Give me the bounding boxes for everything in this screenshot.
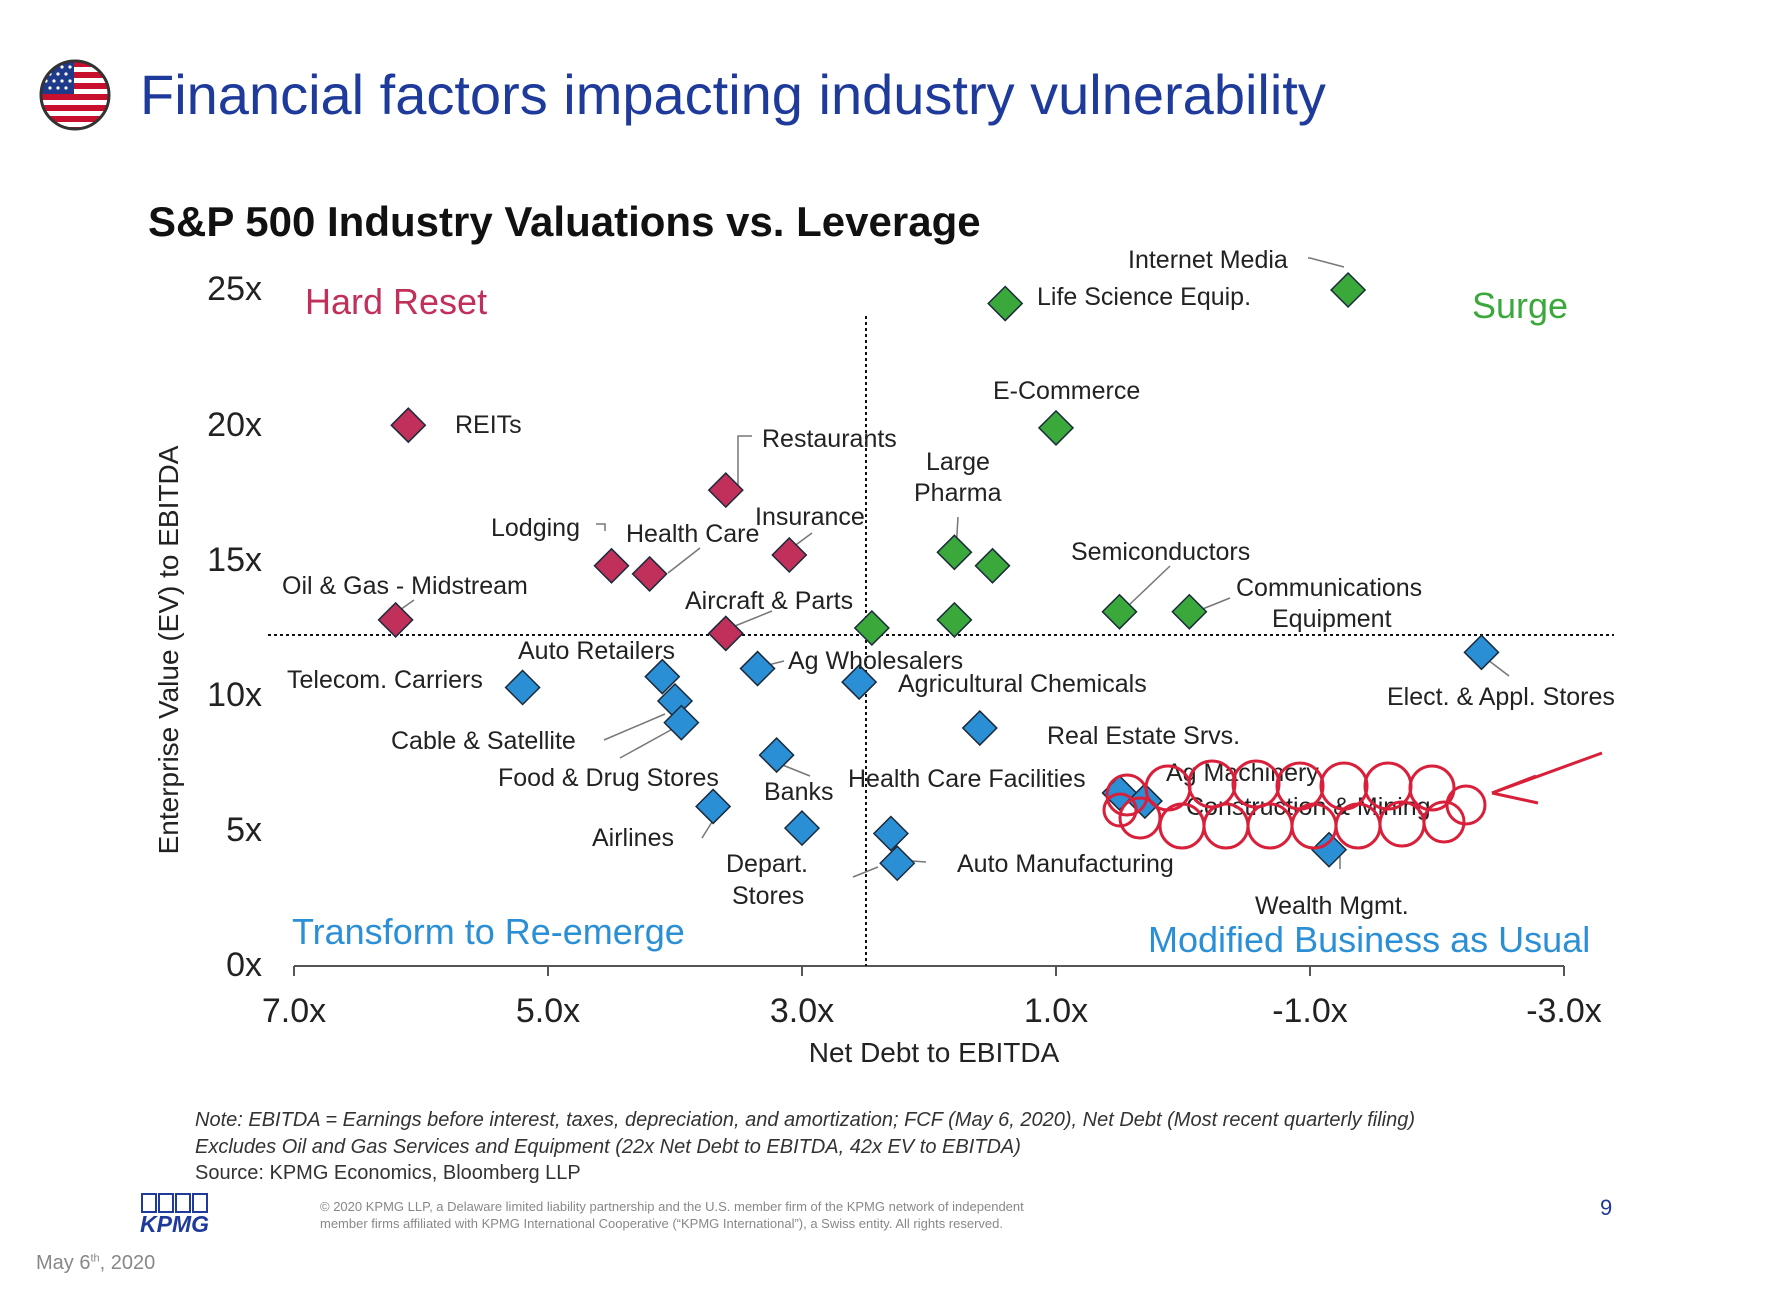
quadrant-label-surge: Surge [1472, 285, 1568, 326]
data-point-marker [961, 709, 998, 747]
point-label: Equipment [1272, 605, 1392, 633]
point-label: E-Commerce [993, 377, 1140, 405]
data-point-marker [841, 664, 878, 701]
kpmg-logo: KPMG [140, 1192, 212, 1237]
x-axis [293, 965, 1565, 976]
data-point-marker [758, 737, 795, 774]
data-point-marker [771, 536, 808, 574]
point-label: Aircraft & Parts [685, 587, 853, 615]
data-point-marker [707, 615, 744, 652]
red-arrow-annotation [1491, 751, 1603, 805]
data-point-marker [1463, 634, 1500, 671]
data-point-marker [872, 815, 909, 852]
note-line-1: Note: EBITDA = Earnings before interest,… [195, 1109, 1415, 1131]
legal-line-2: member firms affiliated with KPMG Intern… [320, 1216, 1004, 1231]
slide-date: May 6th, 2020 [36, 1252, 156, 1274]
data-point-marker [987, 285, 1024, 322]
point-label: Ag Wholesalers [788, 647, 963, 675]
data-point-marker [1171, 593, 1208, 630]
point-label: Real Estate Srvs. [1047, 722, 1240, 750]
point-label: Auto Retailers [518, 637, 675, 665]
data-point-marker [644, 658, 681, 695]
data-point-marker [1037, 409, 1075, 446]
x-tick-label: -1.0x [1272, 992, 1348, 1030]
x-tick-label: 5.0x [516, 992, 580, 1030]
x-tick-label: -3.0x [1526, 992, 1602, 1030]
data-point-marker [631, 555, 668, 592]
quadrant-label-modified: Modified Business as Usual [1148, 919, 1590, 960]
source-line: Source: KPMG Economics, Bloomberg LLP [195, 1162, 581, 1184]
point-labels: REITs Restaurants Lodging Health Care In… [282, 246, 1615, 920]
y-tick-label: 15x [207, 541, 262, 579]
point-label: Internet Media [1128, 246, 1288, 274]
data-point-marker [593, 547, 630, 584]
data-point-marker [1310, 831, 1348, 868]
y-tick-label: 25x [207, 270, 262, 308]
point-label: Pharma [914, 479, 1002, 507]
point-label: Life Science Equip. [1037, 283, 1251, 311]
slide-title: Financial factors impacting industry vul… [140, 63, 1326, 126]
page-number: 9 [1600, 1195, 1613, 1220]
data-point-marker [707, 472, 744, 509]
chart-title: S&P 500 Industry Valuations vs. Leverage [148, 198, 981, 245]
point-label: Large [926, 448, 990, 476]
y-tick-label: 10x [207, 676, 262, 714]
point-label: Telecom. Carriers [287, 666, 483, 694]
data-point-marker [377, 601, 414, 638]
quadrant-label-hard-reset: Hard Reset [305, 281, 487, 322]
point-label: Depart. [726, 850, 808, 878]
point-label: Auto Manufacturing [957, 850, 1174, 878]
data-point-marker [853, 609, 890, 647]
point-label: Lodging [491, 514, 580, 542]
data-point-marker [739, 650, 776, 687]
y-tick-label: 5x [226, 811, 262, 849]
point-label: Banks [764, 778, 833, 806]
point-label: Agricultural Chemicals [898, 670, 1147, 698]
svg-text:KPMG: KPMG [140, 1211, 209, 1234]
data-point-marker [974, 547, 1011, 584]
data-point-marker [390, 407, 427, 444]
y-tick-label: 20x [207, 406, 262, 444]
x-tick-label: 3.0x [770, 992, 834, 1030]
data-point-marker [695, 788, 732, 825]
data-point-marker [879, 845, 916, 882]
point-label: Restaurants [762, 425, 897, 453]
data-point-marker [936, 601, 973, 638]
y-tick-labels: 0x 5x 10x 15x 20x 25x [207, 270, 262, 984]
data-point-marker [663, 704, 700, 741]
us-flag-icon [38, 58, 112, 132]
point-label: Health Care Facilities [848, 765, 1086, 793]
note-line-2: Excludes Oil and Gas Services and Equipm… [195, 1136, 1021, 1158]
point-label: Health Care [626, 520, 759, 548]
point-label: Oil & Gas - Midstream [282, 572, 528, 600]
point-label: Food & Drug Stores [498, 764, 719, 792]
point-label: Communications [1236, 574, 1422, 602]
quadrant-label-transform: Transform to Re-emerge [292, 911, 685, 952]
point-label: Stores [732, 882, 804, 910]
x-tick-labels: 7.0x 5.0x 3.0x 1.0x -1.0x -3.0x [262, 992, 1602, 1030]
legal-line-1: © 2020 KPMG LLP, a Delaware limited liab… [320, 1199, 1024, 1214]
point-label: Semiconductors [1071, 538, 1250, 566]
y-tick-label: 0x [226, 946, 262, 984]
point-label: REITs [455, 411, 522, 439]
point-label: Elect. & Appl. Stores [1387, 683, 1615, 711]
x-tick-label: 7.0x [262, 992, 326, 1030]
x-axis-label: Net Debt to EBITDA [809, 1037, 1060, 1068]
data-point-marker [1101, 593, 1138, 630]
data-point-marker [936, 534, 973, 571]
data-point-marker [1330, 271, 1367, 309]
data-point-marker [783, 810, 821, 847]
point-label: Cable & Satellite [391, 727, 576, 755]
cloud-highlight-annotation [1102, 759, 1487, 850]
y-axis-label: Enterprise Value (EV) to EBITDA [153, 445, 184, 854]
data-point-marker [504, 669, 541, 706]
point-label: Insurance [755, 503, 865, 531]
point-label: Airlines [592, 824, 674, 852]
point-label: Wealth Mgmt. [1255, 892, 1409, 920]
x-tick-label: 1.0x [1024, 992, 1088, 1030]
